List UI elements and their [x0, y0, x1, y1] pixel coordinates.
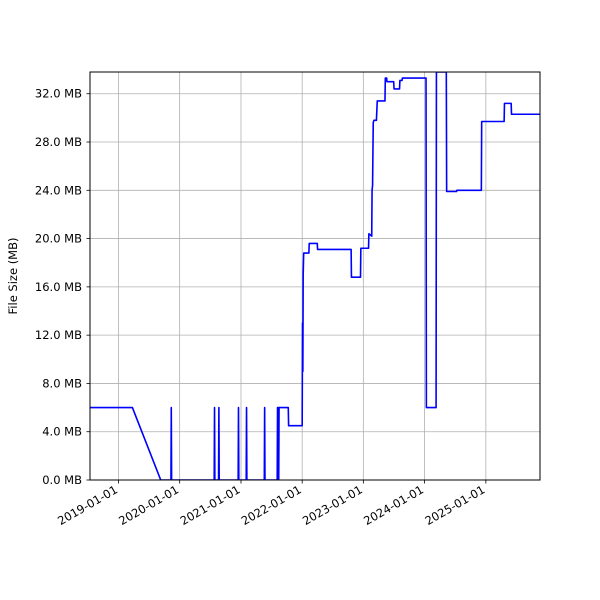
y-tick-label: 12.0 MB — [35, 328, 82, 342]
plot-frame — [89, 71, 541, 481]
axis-ticks: 0.0 MB 4.0 MB 8.0 MB 12.0 MB 16.0 MB 20.0 MB 2… — [35, 87, 487, 528]
y-axis-label: File Size (MB) — [6, 238, 20, 315]
x-tick-label: 2020-01-01 — [116, 482, 181, 528]
x-tick-label: 2023-01-01 — [300, 482, 365, 528]
grid — [90, 72, 540, 481]
x-tick-label: 2024-01-01 — [361, 482, 426, 528]
y-tick-label: 20.0 MB — [35, 232, 82, 246]
y-tick-label: 0.0 MB — [42, 473, 82, 487]
y-tick-label: 24.0 MB — [35, 183, 82, 197]
x-tick-label: 2021-01-01 — [178, 482, 243, 528]
series-line — [90, 72, 540, 480]
y-tick-label: 4.0 MB — [42, 425, 82, 439]
y-tick-label: 16.0 MB — [35, 280, 82, 294]
y-tick-label: 28.0 MB — [35, 135, 82, 149]
x-tick-label: 2022-01-01 — [239, 482, 304, 528]
y-tick-label: 8.0 MB — [42, 376, 82, 390]
y-tick-label: 32.0 MB — [35, 87, 82, 101]
series-line-group — [90, 72, 540, 480]
x-tick-label: 2019-01-01 — [55, 482, 120, 528]
x-tick-label: 2025-01-01 — [422, 482, 487, 528]
